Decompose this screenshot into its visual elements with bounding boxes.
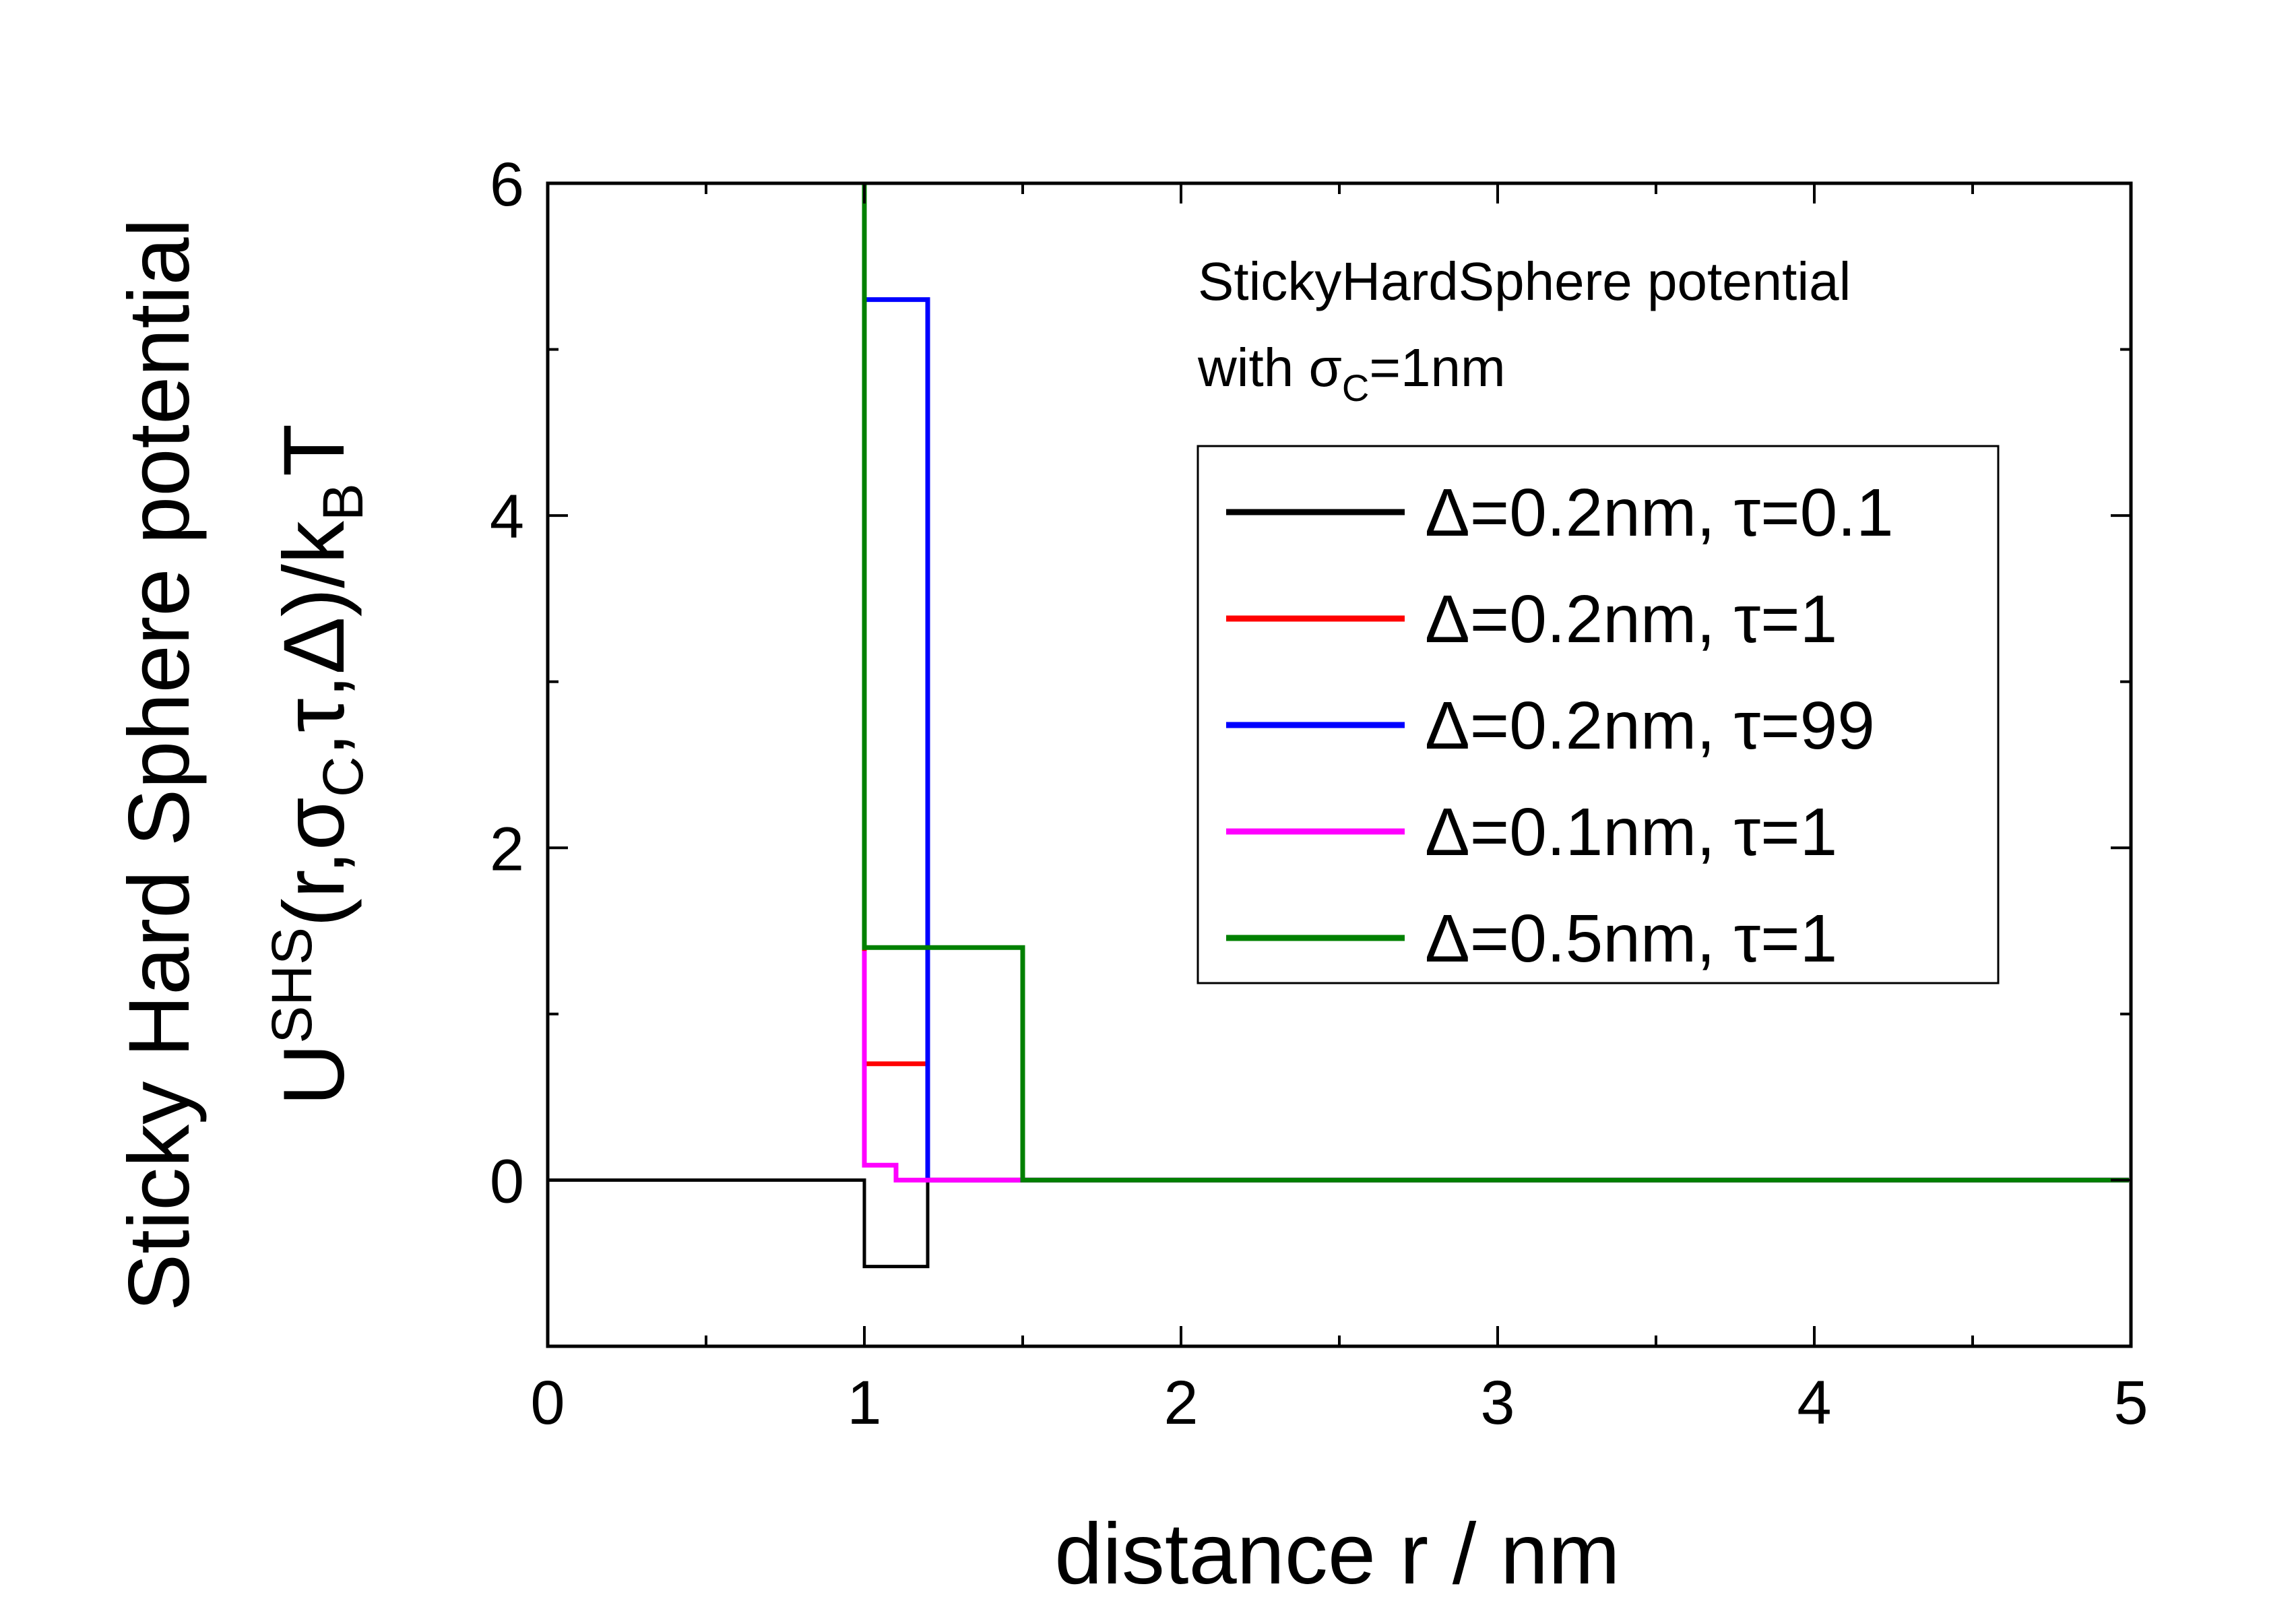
legend-label-3: Δ=0.2nm, τ=99 [1425,688,1875,763]
y-axis-title-formula: USHS(r,σC,τ,Δ)/kBT [260,424,375,1106]
annotation-line2-prefix: with σ [1197,338,1342,398]
legend-label-4: Δ=0.1nm, τ=1 [1425,794,1837,870]
y-tick-label: 0 [490,1147,524,1216]
legend-box [1197,445,2000,984]
x-tick-label: 4 [1797,1369,1831,1437]
x-tick-label: 5 [2113,1369,2148,1437]
legend-label-5: Δ=0.5nm, τ=1 [1425,901,1837,976]
x-tick-label: 2 [1163,1369,1198,1437]
x-tick-label: 0 [530,1369,565,1437]
series-layer [548,183,2129,1269]
y-label-c: T [266,424,362,476]
annotation-line2-sub: C [1342,367,1369,409]
y-axis-title: Sticky Hard Sphere potential [111,218,208,1311]
x-tick-label: 3 [1480,1369,1514,1437]
y-label-b: ,τ,Δ)/k [266,520,362,756]
x-axis-title: distance r / nm [1054,1506,1620,1602]
tick-layer [546,182,2132,1348]
y-label-sub-b: B [311,483,375,521]
y-tick-label: 6 [490,150,524,219]
y-axis-title-line2: USHS(r,σC,τ,Δ)/kBT [260,424,375,1106]
legend-items: Δ=0.2nm, τ=0.1 Δ=0.2nm, τ=1 Δ=0.2nm, τ=99 Δ… [1226,475,1894,976]
legend: Δ=0.2nm, τ=0.1 Δ=0.2nm, τ=1 Δ=0.2nm, τ=99 Δ… [1197,445,2000,984]
annotation-line2: with σC=1nm [1197,338,1506,409]
y-label-a: (r,σ [266,797,362,927]
legend-label-1: Δ=0.2nm, τ=0.1 [1425,475,1894,551]
y-tick-label: 4 [490,482,524,551]
tick-label-layer: 0 1 2 3 4 5 0 2 4 6 [490,150,2148,1437]
series-line-1 [548,1178,2129,1269]
x-tick-label: 1 [847,1369,881,1437]
series-line-5 [862,183,2129,1183]
y-label-u: U [266,1044,362,1106]
legend-label-2: Δ=0.2nm, τ=1 [1425,582,1837,657]
y-label-sup: SHS [260,927,323,1044]
y-label-sub-c: C [311,757,375,798]
series-line-4 [862,951,2129,1183]
annotation-line1: StickyHardSphere potential [1198,251,1851,311]
y-axis-title-line1: Sticky Hard Sphere potential [111,218,208,1311]
annotation-line2-suffix: =1nm [1369,338,1505,398]
y-tick-label: 2 [490,815,524,883]
